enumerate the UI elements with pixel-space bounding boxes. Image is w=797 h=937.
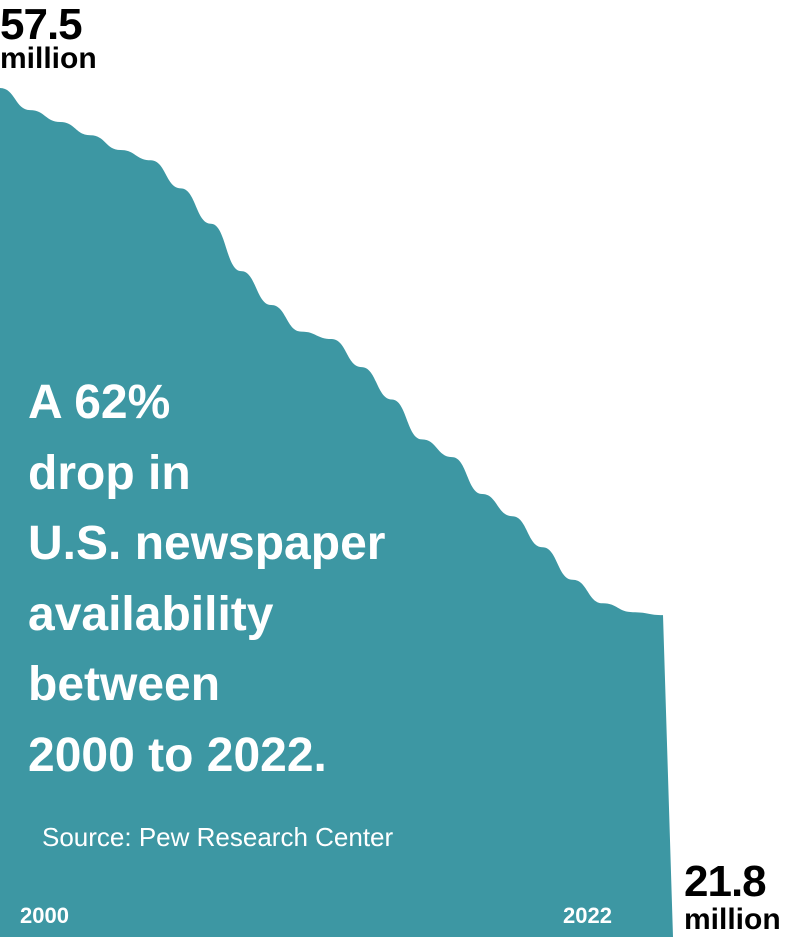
start-unit-label: million xyxy=(0,42,97,75)
source-note: Source: Pew Research Center xyxy=(42,822,394,852)
start-value-label: 57.5 xyxy=(0,0,83,49)
circulation-area xyxy=(0,88,673,937)
end-unit-label: million xyxy=(684,903,781,936)
end-value-label: 21.8 xyxy=(684,857,767,906)
headline-line: U.S. newspaper xyxy=(28,517,386,570)
x-tick-label-end: 2022 xyxy=(563,903,612,928)
x-tick-label-start: 2000 xyxy=(20,903,69,928)
headline-line: A 62% xyxy=(28,376,171,429)
headline-line: 2000 to 2022. xyxy=(28,728,327,782)
headline-line: availability xyxy=(28,587,274,641)
headline: A 62% drop in U.S. newspaper availabilit… xyxy=(28,368,488,791)
headline-line: between xyxy=(28,658,221,711)
headline-line: drop in xyxy=(28,446,191,500)
